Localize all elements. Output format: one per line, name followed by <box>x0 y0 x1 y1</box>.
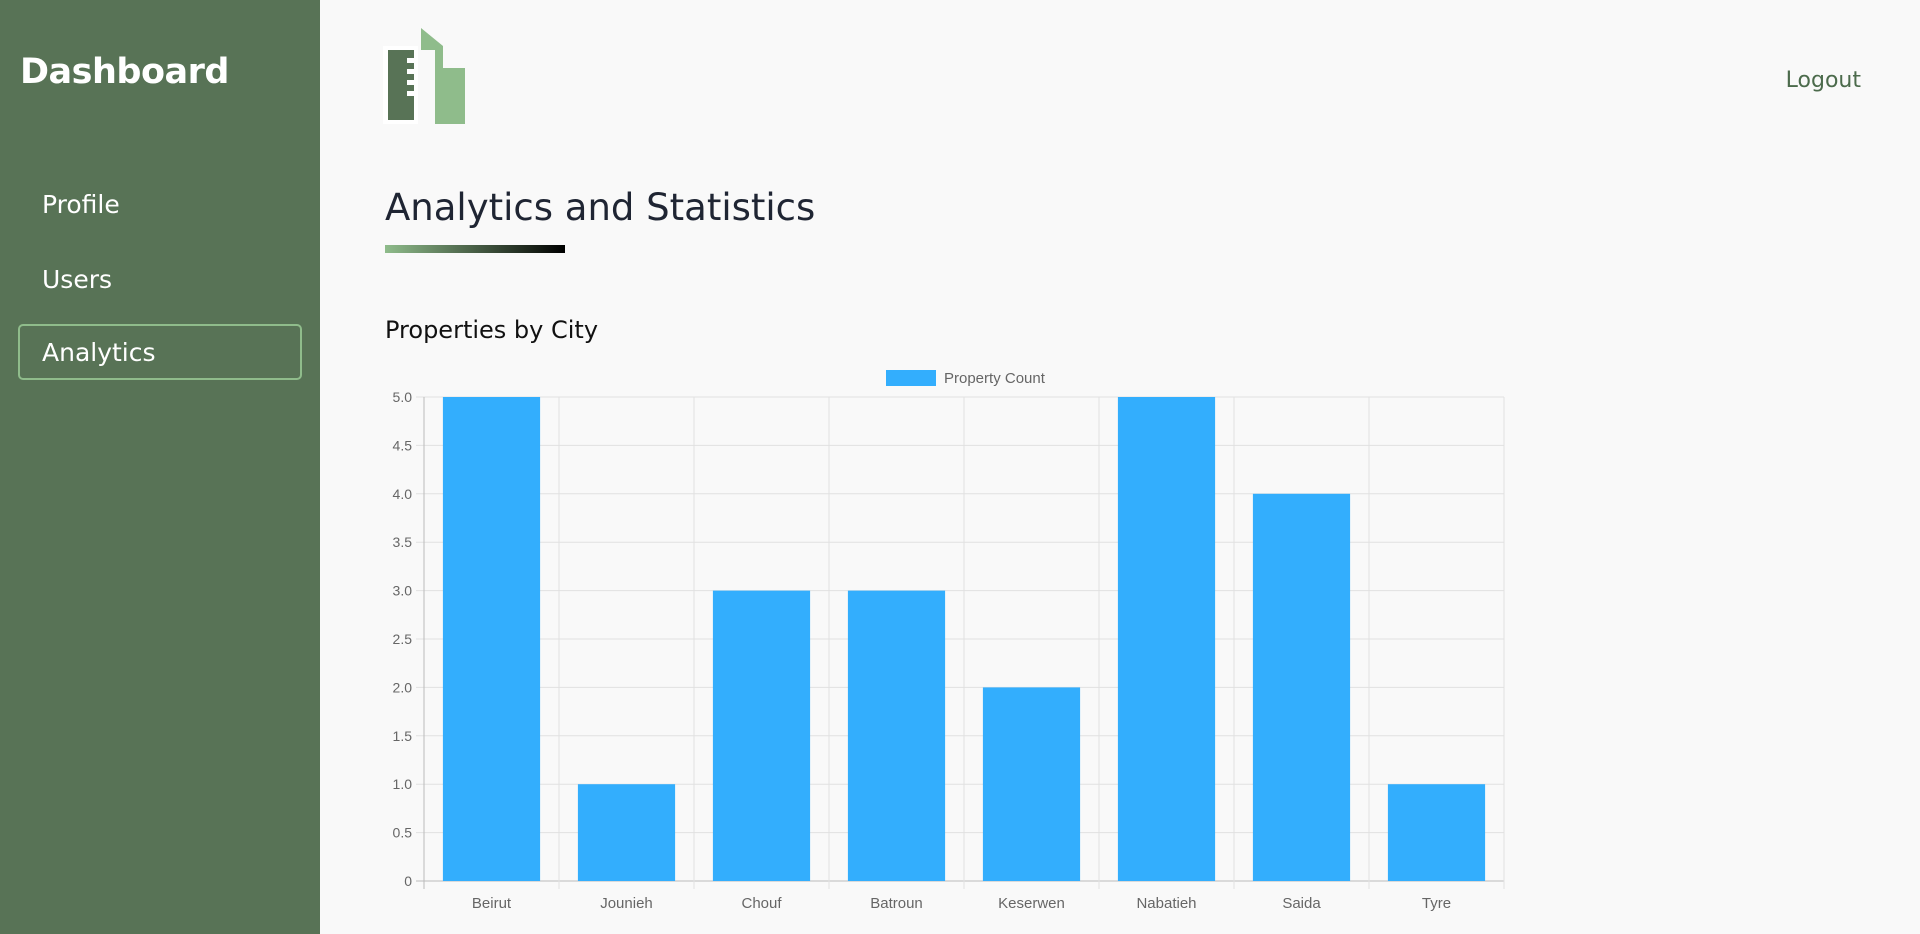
bar-chouf <box>712 590 811 881</box>
legend-label: Property Count <box>944 370 1046 387</box>
y-tick-label: 0.5 <box>393 825 413 841</box>
x-tick-label: Nabatieh <box>1136 895 1196 912</box>
bar-batroun <box>847 590 946 881</box>
x-tick-label: Keserwen <box>998 895 1065 912</box>
y-tick-label: 1.5 <box>393 728 413 744</box>
sidebar-item-profile[interactable]: Profile <box>42 190 120 219</box>
dashboard-brand: Dashboard <box>20 52 229 92</box>
y-tick-label: 5.0 <box>393 389 413 405</box>
sidebar-item-users[interactable]: Users <box>42 265 113 294</box>
title-underline <box>385 245 565 253</box>
x-tick-label: Saida <box>1282 895 1321 912</box>
x-tick-label: Beirut <box>472 895 512 912</box>
sidebar: Dashboard Profile Users Analytics <box>0 0 320 934</box>
chart-heading: Properties by City <box>385 316 599 344</box>
y-tick-label: 2.0 <box>393 679 413 695</box>
y-tick-label: 3.0 <box>393 583 413 599</box>
bar-keserwen <box>982 687 1081 881</box>
y-tick-label: 2.5 <box>393 631 413 647</box>
y-tick-label: 4.5 <box>393 437 413 453</box>
bar-beirut <box>442 397 541 881</box>
x-tick-label: Chouf <box>741 895 782 912</box>
bar-tyre <box>1387 784 1486 881</box>
y-tick-label: 1.0 <box>393 776 413 792</box>
x-tick-label: Batroun <box>870 895 923 912</box>
x-tick-label: Jounieh <box>600 895 653 912</box>
y-tick-label: 4.0 <box>393 486 413 502</box>
x-tick-label: Tyre <box>1422 895 1451 912</box>
bar-jounieh <box>577 784 676 881</box>
bar-nabatieh <box>1117 397 1216 881</box>
legend-swatch <box>886 370 936 386</box>
buildings-logo-icon[interactable] <box>383 26 478 124</box>
page-title: Analytics and Statistics <box>385 186 816 229</box>
bar-chart: 0 0.5 1.0 1.5 2.0 2.5 3.0 3.5 4.0 4.5 5.0 Beirut Jou… <box>393 370 1505 912</box>
logout-link[interactable]: Logout <box>1785 68 1861 93</box>
sidebar-item-analytics[interactable]: Analytics <box>18 324 302 380</box>
y-tick-label: 3.5 <box>393 534 413 550</box>
bar-saida <box>1252 493 1351 881</box>
y-tick-label: 0 <box>404 873 412 889</box>
main-content: Logout Analytics and Statistics Properti… <box>320 0 1920 934</box>
